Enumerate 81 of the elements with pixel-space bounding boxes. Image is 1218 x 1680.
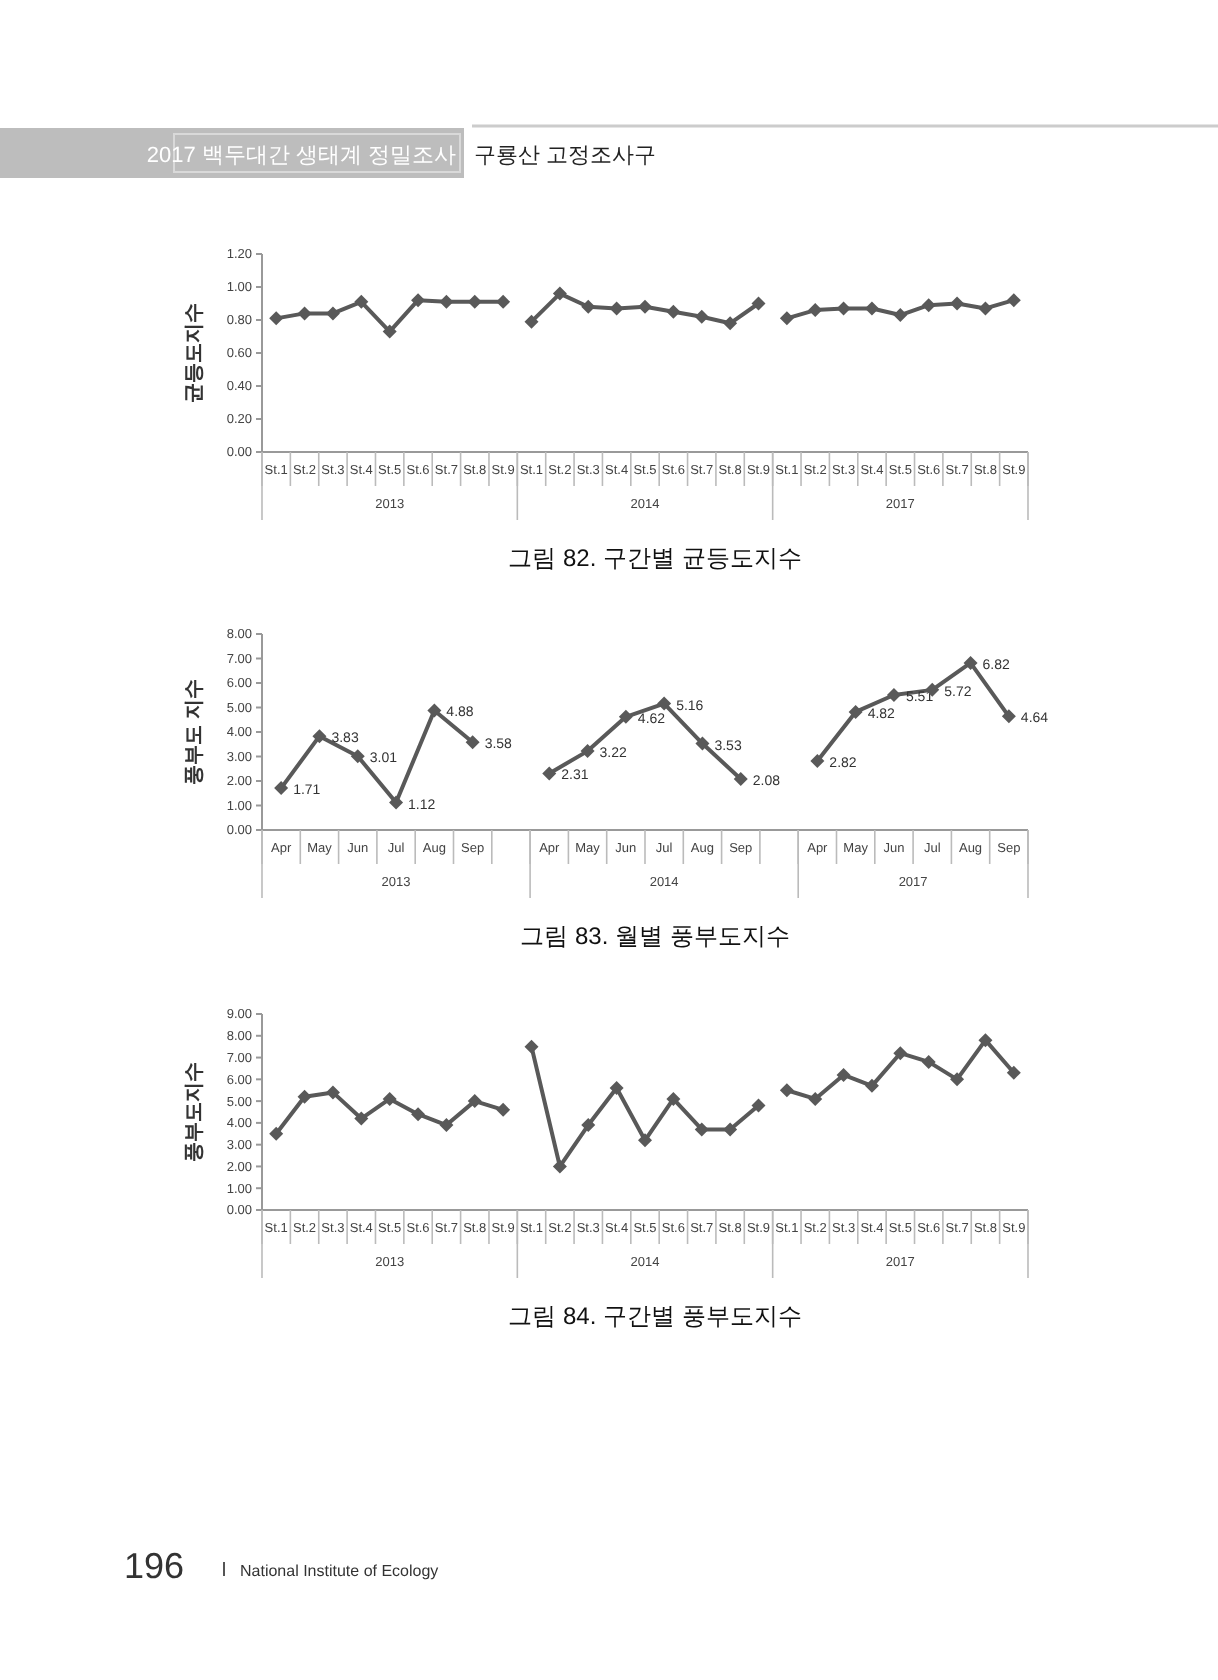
text: 196: [124, 1546, 185, 1586]
point: [354, 294, 369, 309]
point: [694, 1122, 709, 1137]
point: [751, 296, 766, 311]
point: [638, 1133, 652, 1148]
point: [978, 1033, 993, 1048]
point: [389, 795, 404, 810]
point: [950, 1072, 965, 1087]
point: [297, 306, 312, 321]
point: [1001, 709, 1016, 724]
point: [848, 704, 863, 719]
point: [695, 736, 710, 751]
point: [666, 1091, 681, 1106]
point: [893, 308, 908, 323]
text: 2017 백두대간 생태계 정밀조사: [146, 144, 456, 168]
point: [581, 1118, 596, 1133]
point: [779, 1083, 794, 1098]
point: [496, 294, 511, 309]
point: [496, 1102, 511, 1117]
point: [411, 1107, 426, 1122]
point: [638, 299, 652, 314]
point: [382, 324, 397, 339]
point: [325, 306, 340, 321]
point: [657, 696, 672, 711]
point: [733, 772, 748, 787]
point: [921, 298, 936, 313]
point: [312, 729, 327, 744]
point: [1006, 1065, 1021, 1080]
point: [864, 1078, 879, 1093]
point: [810, 753, 825, 768]
point: [609, 1081, 624, 1096]
point: [465, 735, 480, 750]
point: [723, 1122, 738, 1137]
point: [269, 311, 284, 326]
point: [552, 1159, 567, 1174]
point: [864, 301, 879, 316]
point: [886, 688, 901, 703]
text: 그림 83. 월별 풍부도지수: [520, 922, 790, 950]
point: [297, 1089, 312, 1104]
point: [382, 1091, 397, 1106]
point: [269, 1126, 284, 1141]
point: [950, 296, 965, 311]
point: [893, 1046, 908, 1061]
point: [524, 314, 539, 329]
point: [666, 304, 681, 319]
point: [779, 311, 794, 326]
point: [751, 1098, 766, 1113]
point: [325, 1085, 340, 1100]
point: [836, 301, 851, 316]
point: [808, 1091, 823, 1106]
point: [552, 286, 567, 301]
point: [439, 294, 454, 309]
point: [694, 309, 709, 324]
point: [350, 749, 365, 764]
text: 구룡산 고정조사구: [474, 144, 657, 168]
point: [274, 781, 289, 796]
point: [618, 709, 633, 724]
y-axis-title: 풍부도 지수: [184, 679, 206, 785]
point: [581, 299, 596, 314]
y-axis-title: 풍부도지수: [184, 1062, 206, 1162]
point: [963, 655, 978, 670]
point: [524, 1039, 539, 1054]
point: [411, 293, 426, 308]
text: National Institute of Ecology: [240, 1562, 439, 1580]
point: [836, 1067, 851, 1082]
point: [609, 301, 624, 316]
point: [808, 303, 823, 318]
point: [978, 301, 993, 316]
point: [427, 703, 442, 718]
point: [467, 1094, 482, 1109]
text: 그림 84. 구간별 풍부도지수: [508, 1302, 802, 1330]
text: 그림 82. 구간별 균등도지수: [508, 544, 802, 572]
point: [439, 1118, 454, 1133]
point: [580, 744, 595, 759]
point: [921, 1054, 936, 1069]
point: [542, 766, 557, 781]
point: [354, 1111, 369, 1126]
point: [723, 316, 738, 331]
y-axis-title: 균등도지수: [184, 303, 206, 403]
point: [467, 294, 482, 309]
point: [1006, 293, 1021, 308]
